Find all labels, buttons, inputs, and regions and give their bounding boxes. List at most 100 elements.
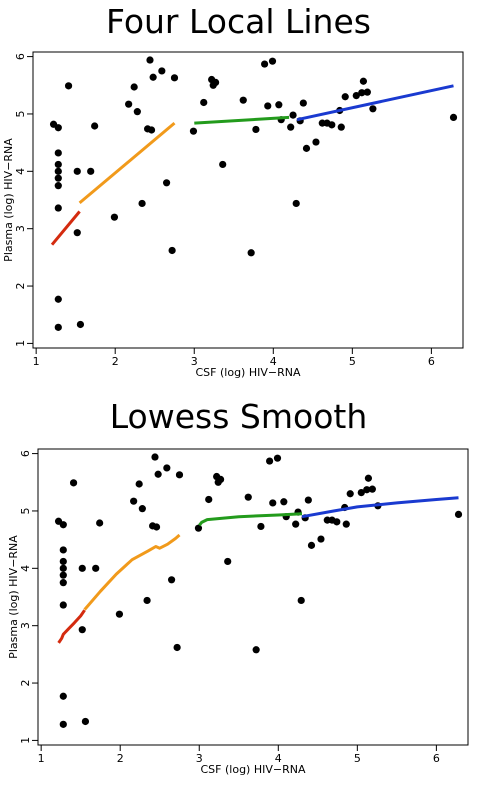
fit-line-4 [296,84,454,122]
data-point [138,505,146,513]
y-tick-label: 3 [19,622,32,629]
fit-line-2 [83,533,181,611]
chart-title-four-local-lines: Four Local Lines [106,2,371,41]
data-point [158,67,166,75]
data-point [359,77,368,85]
data-point [200,98,208,107]
data-point [110,213,119,221]
data-point [299,99,307,107]
fit-line-1 [57,609,86,644]
data-point [328,121,336,129]
data-point [73,167,81,175]
data-point [147,126,156,134]
y-axis-label: Plasma (log) HIV−RNA [2,138,15,262]
data-point [163,464,171,472]
data-point [167,576,176,584]
fit-line-1 [50,210,81,246]
y-tick-label: 5 [14,110,27,117]
plot-frame [37,448,469,746]
data-point [162,179,171,187]
data-point [239,96,247,104]
data-point [194,524,203,532]
data-point [224,557,232,566]
data-point [59,546,67,554]
data-point [115,610,124,618]
x-tick-label: 3 [196,752,203,765]
data-point [252,125,260,134]
x-tick-label: 4 [270,355,277,368]
data-point [54,160,62,169]
fit-line-3 [198,512,303,527]
plot-frame [32,51,464,349]
data-point [312,138,320,146]
x-tick-label: 5 [354,752,361,765]
data-point [54,323,62,331]
data-point [342,520,350,528]
fit-line-3 [194,115,290,125]
data-point [59,564,67,572]
data-point [454,510,463,518]
data-point [357,488,365,497]
data-point [260,60,269,68]
data-point [337,123,345,131]
data-point [78,626,86,634]
y-tick-label: 4 [14,168,27,175]
data-point [219,160,227,169]
x-tick-label: 4 [275,752,282,765]
data-point [133,108,141,116]
data-point [341,93,349,101]
data-point [87,167,95,175]
x-axis-label: CSF (log) HIV−RNA [201,763,306,776]
data-point [91,122,99,130]
data-point [292,520,300,528]
y-tick-label: 3 [14,225,27,232]
data-point [244,493,252,501]
data-point [265,457,274,465]
data-point [346,490,354,498]
data-point [268,57,277,65]
data-point [146,56,154,64]
data-point [81,717,90,726]
data-point [275,101,283,109]
data-point [264,102,272,110]
data-point [59,692,67,700]
data-point [152,523,161,531]
data-point [59,601,67,609]
data-point [363,88,371,96]
data-point [211,78,220,87]
y-axis-label: Plasma (log) HIV−RNA [7,535,20,659]
data-point [302,144,311,152]
data-point [59,720,67,728]
chart-1: 1 2 3 4 5 6 1 2 3 4 5 6 CSF (log) HIV−RNA Plasma (log… [2,51,464,379]
y-tick-label: 1 [19,737,32,744]
data-point [252,646,260,654]
data-point [449,113,458,121]
data-point [59,557,67,566]
data-point [130,497,138,505]
data-point [287,123,295,131]
x-tick-label: 1 [33,355,40,368]
data-point [280,498,288,506]
data-point [297,596,305,605]
data-point [189,127,198,135]
data-point [269,499,277,507]
data-point [64,82,73,90]
data-point [54,182,62,190]
y-tick-label: 4 [19,565,32,572]
x-tick-label: 5 [349,355,356,368]
data-point [73,229,81,237]
data-point [59,571,67,579]
data-point [173,643,181,652]
data-point [352,91,360,100]
y-tick-label: 2 [19,680,32,687]
data-point [138,199,146,208]
fit-line-4 [301,496,459,519]
fit-line-2 [78,121,176,205]
x-tick-label: 1 [38,752,45,765]
data-point [358,89,366,97]
data-point [368,485,376,493]
data-point [135,480,143,488]
data-point [304,496,312,504]
data-point [151,453,159,461]
data-point [54,204,62,212]
